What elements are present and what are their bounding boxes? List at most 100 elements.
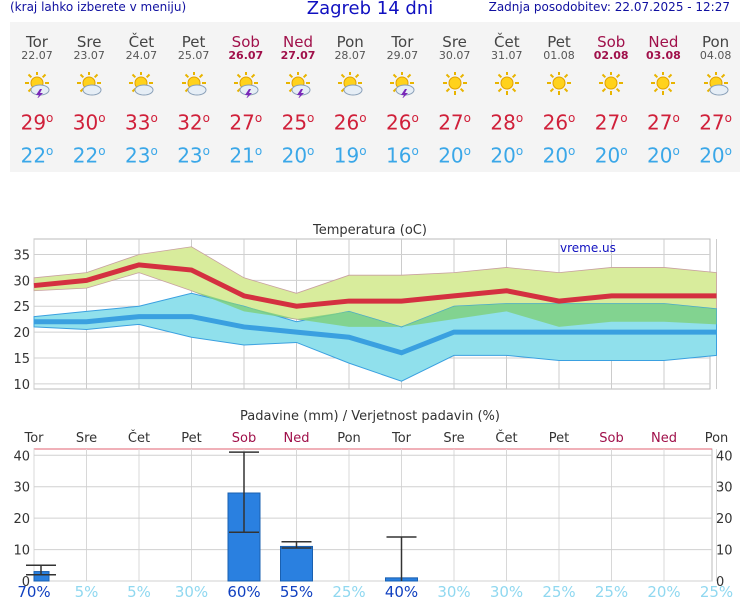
degree-sign: o <box>411 143 419 158</box>
min-temp-value: 20 <box>699 143 725 168</box>
degree-sign: o <box>515 143 524 158</box>
day-name: Sob <box>597 33 626 51</box>
max-temperature: 28o <box>481 106 533 135</box>
min-temperature: 22o <box>11 139 63 168</box>
degree-sign: o <box>411 111 419 125</box>
degree-sign: o <box>672 143 680 158</box>
min-temp-value: 23 <box>177 143 203 168</box>
day-column: Sob 26.07 27o 21o <box>220 22 272 167</box>
thunderstorm-icon <box>285 71 311 99</box>
precipitation-day-label: Ned <box>651 431 677 446</box>
min-temperature: 23o <box>168 139 220 168</box>
precipitation-probability-label: 30% <box>437 583 470 600</box>
day-name: Pet <box>181 33 206 51</box>
day-date: 31.07 <box>491 49 523 62</box>
precipitation-day-label: Ned <box>284 431 310 446</box>
day-column: Sre 30.07 27o 20o <box>429 22 481 167</box>
day-name: Sre <box>76 33 102 51</box>
day-name: Pon <box>336 33 364 51</box>
menu-hint-link[interactable]: (kraj lahko izberete v meniju) <box>10 0 187 14</box>
min-temp-value: 20 <box>438 143 464 168</box>
sunny-icon <box>494 71 520 98</box>
min-temp-value: 20 <box>542 143 569 168</box>
min-temp-value: 20 <box>281 143 308 168</box>
min-temp-value: 20 <box>490 143 516 168</box>
precipitation-probability-label: 25% <box>332 583 365 600</box>
precipitation-day-label: Pet <box>549 431 569 446</box>
day-column: Pet 25.07 32o 23o <box>168 22 220 167</box>
degree-sign: o <box>620 143 628 158</box>
min-temp-value: 20 <box>646 143 673 168</box>
max-temperature: 27o <box>429 106 481 135</box>
min-temp-value: 22 <box>20 143 47 168</box>
temperature-tick-label: 30 <box>13 274 30 289</box>
day-name: Tor <box>391 33 414 51</box>
precipitation-day-label: Sob <box>599 431 623 446</box>
max-temperature: 26o <box>376 106 428 135</box>
sunny-icon <box>442 71 468 98</box>
day-date: 24.07 <box>125 49 158 62</box>
day-name: Ned <box>283 33 313 51</box>
sunny-icon <box>546 71 572 98</box>
day-column: Tor 22.07 29o 22o <box>11 22 63 167</box>
degree-sign: o <box>724 143 732 158</box>
precipitation-tick-label-right: 40 <box>716 449 733 464</box>
temperature-tick-label: 25 <box>13 300 30 315</box>
max-temp-value: 30 <box>72 110 99 135</box>
day-date: 01.08 <box>543 49 575 62</box>
degree-sign: o <box>46 111 54 125</box>
min-temp-value: 19 <box>333 143 360 168</box>
day-date: 03.08 <box>645 49 681 62</box>
day-date: 22.07 <box>21 49 53 62</box>
precipitation-probability-label: 25% <box>595 583 628 600</box>
day-name: Čet <box>494 33 520 51</box>
day-column: Ned 03.08 27 o 20o <box>637 22 689 167</box>
precipitation-probability-label: 30% <box>175 583 208 600</box>
max-temperature-line <box>33 262 717 309</box>
day-column: Pon 28.07 26o 19o <box>324 22 376 167</box>
day-column: Tor 29.07 26o 16o <box>376 22 428 167</box>
min-temperature: 20o <box>637 139 689 168</box>
degree-sign: o <box>463 111 471 125</box>
degree-sign: o <box>98 111 106 125</box>
partly-cloudy-icon <box>703 71 729 98</box>
max-temp-value: 28 <box>490 110 516 135</box>
max-temperature: 27o <box>220 106 272 135</box>
day-name: Sob <box>231 33 260 51</box>
day-name: Ned <box>648 33 679 51</box>
max-temp-value: 27 <box>594 110 621 135</box>
max-temperature: 29o <box>11 106 63 135</box>
max-temp-value: 33 <box>124 110 151 135</box>
precipitation-probability-label: 55% <box>280 583 313 600</box>
degree-sign: o <box>307 143 315 158</box>
precipitation-tick-label-left: 10 <box>13 544 30 559</box>
sunny-icon <box>650 71 676 98</box>
precipitation-tick-label-left: 30 <box>13 481 30 496</box>
min-temp-value: 21 <box>229 143 255 168</box>
degree-sign: o <box>568 111 576 125</box>
day-date: 23.07 <box>73 49 105 62</box>
temperature-tick-label: 10 <box>13 378 30 392</box>
max-temp-value: 27 <box>438 110 464 135</box>
max-temp-value: 27 <box>229 110 255 135</box>
min-temperature: 20o <box>429 139 481 168</box>
partly-cloudy-icon <box>128 71 154 98</box>
day-name: Pet <box>547 33 571 51</box>
max-temperature: 26o <box>324 106 376 135</box>
degree-sign: o <box>254 111 263 125</box>
min-temp-value: 20 <box>594 143 621 168</box>
day-name: Tor <box>26 33 48 51</box>
day-date: 29.07 <box>386 49 419 62</box>
precipitation-tick-label-right: 20 <box>716 512 733 527</box>
band-overlap <box>34 272 717 327</box>
degree-sign: o <box>202 111 210 125</box>
precipitation-chart: Padavine (mm) / Verjetnost padavin (%) To… <box>13 409 733 600</box>
daily-forecast-strip: Tor 22.07 29o 22o Sre 23.07 30o 22o Čet 24.07 33o 2… <box>10 22 740 172</box>
day-name: Pon <box>701 33 730 51</box>
precipitation-tick-label-left: 40 <box>13 449 30 464</box>
precipitation-probability-label: 25% <box>700 583 733 600</box>
precipitation-probability-label: 30% <box>490 583 523 600</box>
thunderstorm-icon <box>233 71 259 99</box>
min-temperature: 19o <box>324 139 376 168</box>
max-temp-value: 27 <box>646 110 673 135</box>
